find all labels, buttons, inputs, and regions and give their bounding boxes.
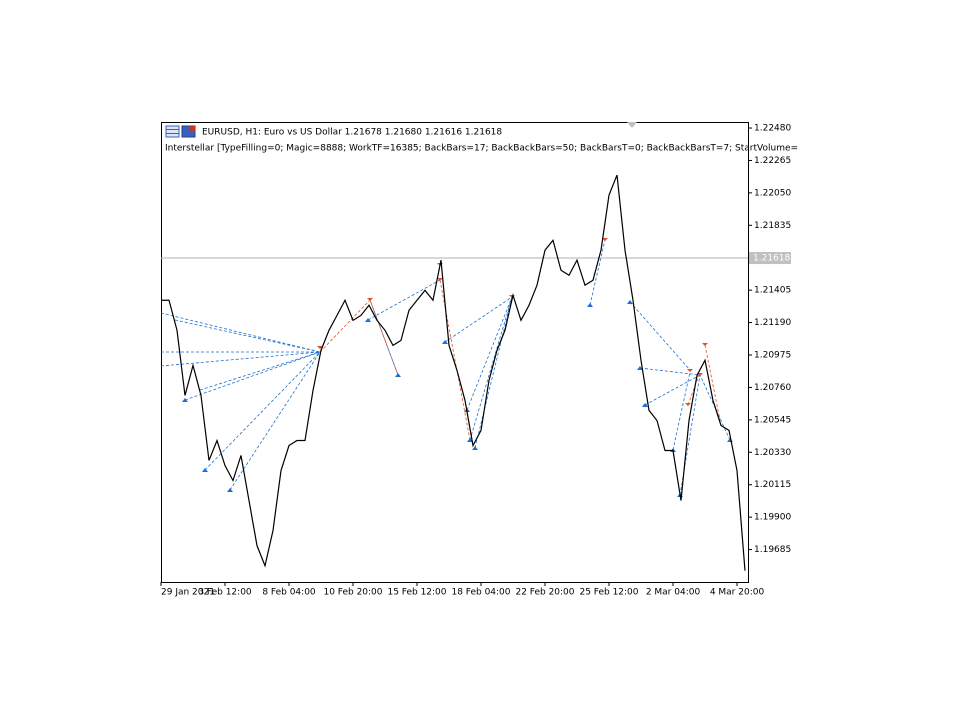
buy-arrow xyxy=(182,300,733,497)
icon-part xyxy=(189,126,195,132)
y-tick-label: 1.21405 xyxy=(754,286,791,296)
sell-arrow xyxy=(317,238,708,406)
indicator-line xyxy=(319,279,721,441)
x-tick-label: 2 Mar 04:00 xyxy=(646,588,701,598)
current-price-box xyxy=(749,252,791,265)
indicator-lines xyxy=(160,239,731,496)
plot-frame xyxy=(161,122,749,583)
x-tick-label: 22 Feb 20:00 xyxy=(515,588,574,598)
x-tick-label: 8 Feb 04:00 xyxy=(262,588,316,598)
x-tick-label: 10 Feb 20:00 xyxy=(323,588,382,598)
y-tick-label: 1.20545 xyxy=(754,415,791,425)
indicator-line xyxy=(160,239,731,496)
x-tick-label: 3 Feb 12:00 xyxy=(198,588,252,598)
y-tick-label: 1.21190 xyxy=(754,318,791,328)
y-tick-label: 1.22480 xyxy=(754,124,791,134)
y-tick-label: 1.20330 xyxy=(754,448,791,458)
symbol-icons xyxy=(165,125,196,138)
current-price-label: 1.21618 xyxy=(753,254,790,264)
y-tick-label: 1.22050 xyxy=(754,188,791,198)
y-tick-label: 1.20975 xyxy=(754,351,791,361)
y-tick-label: 1.20115 xyxy=(754,480,791,490)
y-tick-label: 1.20760 xyxy=(754,383,791,393)
chart-subtitle: Interstellar [TypeFilling=0; Magic=8888;… xyxy=(165,144,798,154)
x-tick-label: 25 Feb 12:00 xyxy=(579,588,638,598)
x-tick-label: 4 Mar 20:00 xyxy=(710,588,765,598)
y-tick-label: 1.22265 xyxy=(754,156,791,166)
x-tick-label: 29 Jan 2021 xyxy=(161,588,215,598)
shift-marker xyxy=(627,122,637,128)
chart-title: EURUSD, H1: Euro vs US Dollar 1.21678 1.… xyxy=(202,128,502,138)
x-tick-label: 15 Feb 12:00 xyxy=(387,588,446,598)
y-tick-label: 1.19685 xyxy=(754,545,791,555)
price-line xyxy=(161,174,746,571)
x-tick-label: 18 Feb 04:00 xyxy=(451,588,510,598)
icon xyxy=(165,125,180,138)
y-tick-label: 1.19900 xyxy=(754,513,791,523)
trade-arrows xyxy=(182,238,733,497)
y-tick-label: 1.21835 xyxy=(754,221,791,231)
